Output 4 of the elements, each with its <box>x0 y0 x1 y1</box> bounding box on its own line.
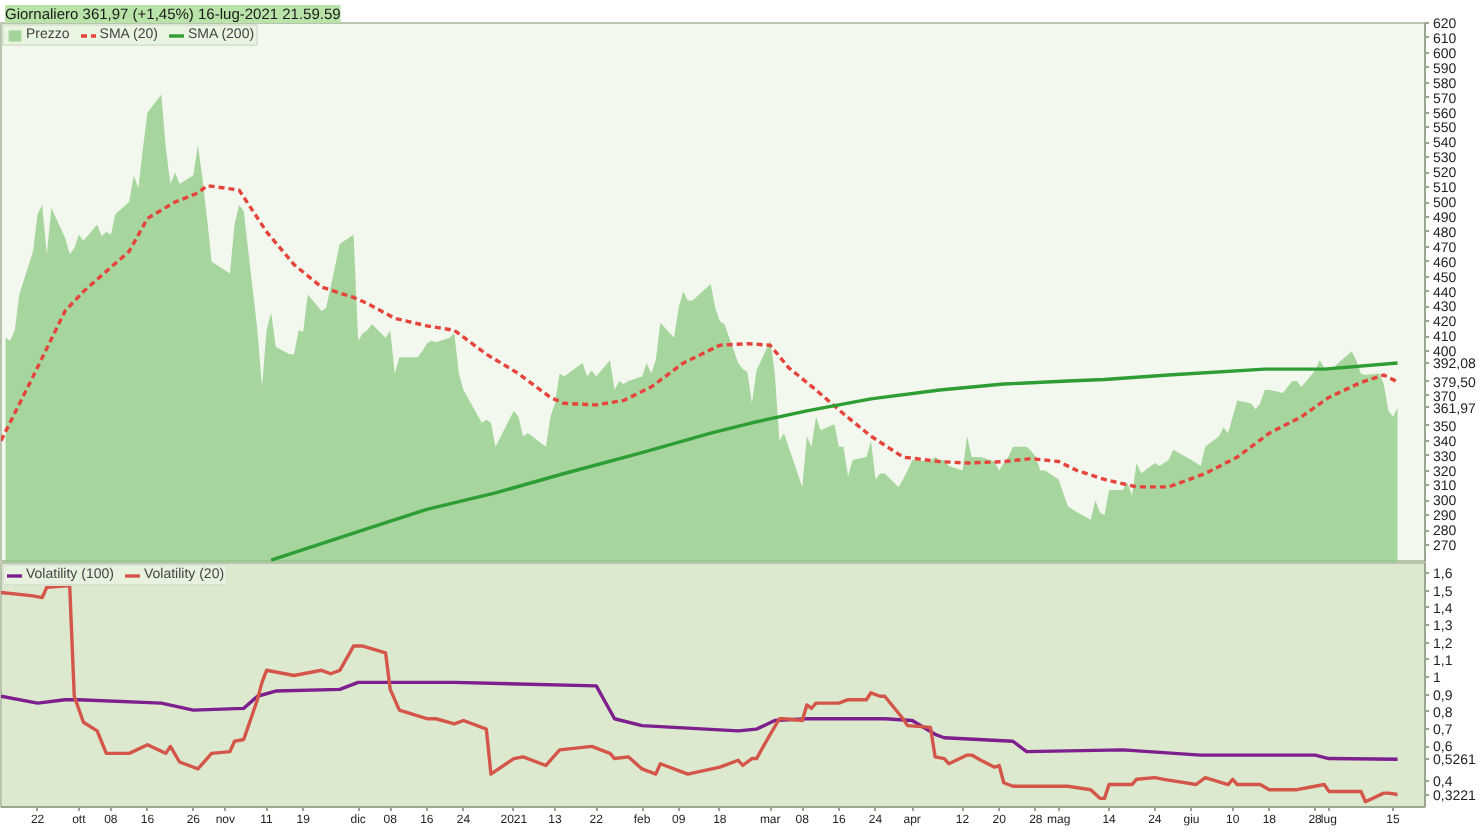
line-series <box>1 183 1400 489</box>
line-series <box>1 680 1400 761</box>
line-series <box>1 583 1400 804</box>
line-series <box>269 361 1400 562</box>
